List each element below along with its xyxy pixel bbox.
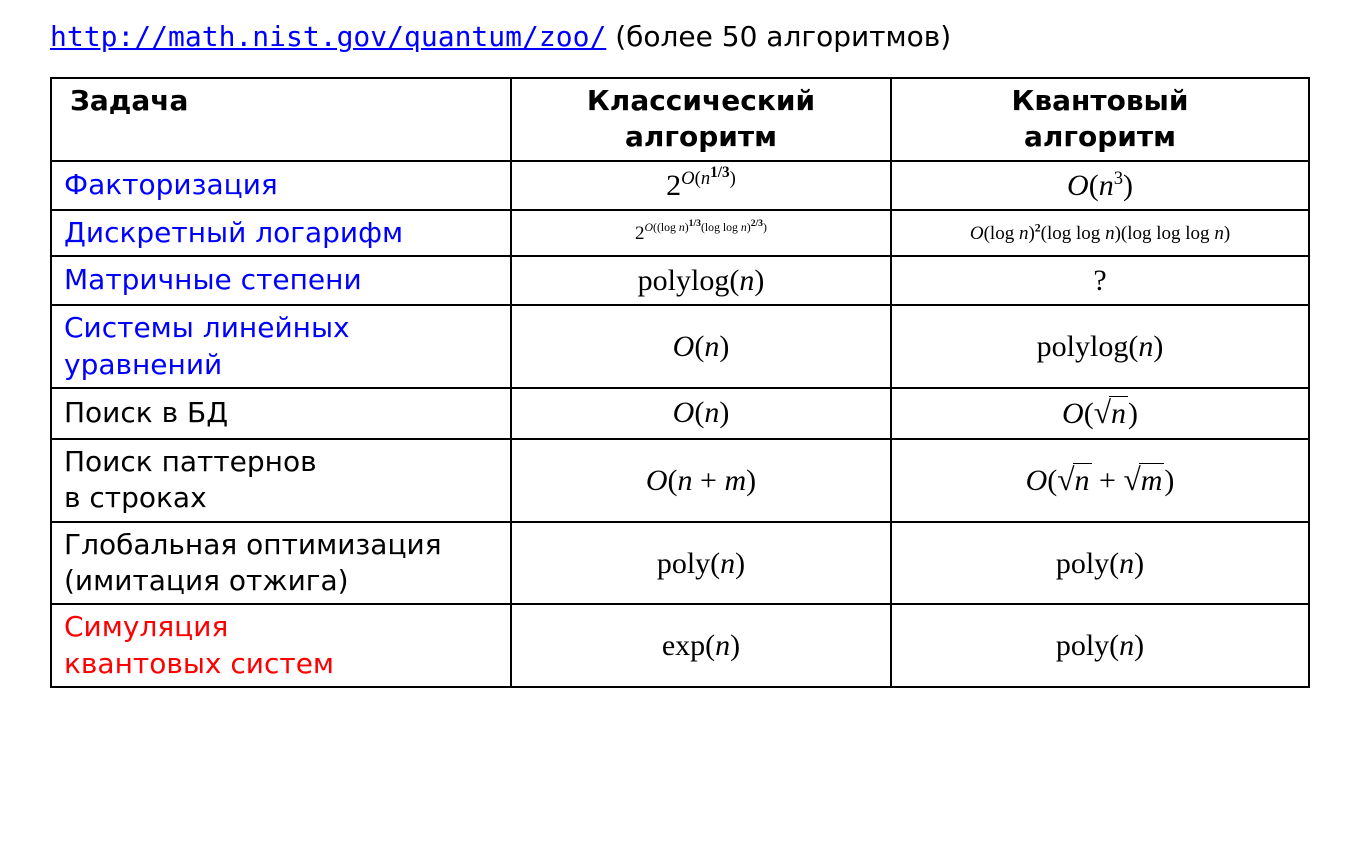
math-expr: poly(n) — [1056, 547, 1144, 580]
table-header-row: Задача Классический алгоритм Квантовый а… — [51, 78, 1309, 161]
math-expr: O(n) — [673, 395, 730, 430]
header-line: http://math.nist.gov/quantum/zoo/ (более… — [50, 20, 1348, 53]
classical-cell: exp(n) — [511, 604, 891, 687]
table-row: Дискретный логарифм 2O((log n)1/3(log lo… — [51, 210, 1309, 256]
quantum-cell: poly(n) — [891, 522, 1309, 605]
task-line1: Глобальная оптимизация — [64, 528, 442, 561]
classical-cell: O(n + m) — [511, 439, 891, 522]
math-expr: polylog(n) — [638, 264, 765, 297]
table-row: Поиск в БД O(n) O(√n) — [51, 388, 1309, 439]
math-expr: O(√n) — [1062, 396, 1138, 431]
quantum-cell: O(log n)2(log log n)(log log log n) — [891, 210, 1309, 256]
table-row: Поиск паттернов в строках O(n + m) O(√n … — [51, 439, 1309, 522]
quantum-cell: O(√n + √m) — [891, 439, 1309, 522]
task-line1: Поиск паттернов — [64, 445, 317, 478]
math-expr: 2O(n1/3) — [666, 169, 736, 202]
table-row: Системы линейных уравнений O(n) polylog(… — [51, 305, 1309, 388]
classical-cell: 2O((log n)1/3(log log n)2/3) — [511, 210, 891, 256]
math-expr: ? — [1093, 264, 1106, 297]
classical-cell: poly(n) — [511, 522, 891, 605]
table-row: Симуляция квантовых систем exp(n) poly(n… — [51, 604, 1309, 687]
task-cell: Глобальная оптимизация (имитация отжига) — [51, 522, 511, 605]
math-expr: O(n) — [673, 329, 730, 364]
col-header-quantum-l2: алгоритм — [1024, 120, 1176, 153]
algorithms-table: Задача Классический алгоритм Квантовый а… — [50, 77, 1310, 688]
col-header-quantum-l1: Квантовый — [1012, 84, 1189, 117]
table-row: Матричные степени polylog(n) ? — [51, 256, 1309, 305]
header-tail: (более 50 алгоритмов) — [606, 20, 951, 53]
classical-cell: polylog(n) — [511, 256, 891, 305]
task-line1: Симуляция — [64, 610, 228, 643]
math-expr: poly(n) — [1056, 629, 1144, 662]
task-cell: Системы линейных уравнений — [51, 305, 511, 388]
col-header-classical-l2: алгоритм — [625, 120, 777, 153]
col-header-classical: Классический алгоритм — [511, 78, 891, 161]
zoo-link[interactable]: http://math.nist.gov/quantum/zoo/ — [50, 20, 606, 53]
col-header-quantum: Квантовый алгоритм — [891, 78, 1309, 161]
task-cell: Симуляция квантовых систем — [51, 604, 511, 687]
classical-cell: O(n) — [511, 388, 891, 439]
quantum-cell: polylog(n) — [891, 305, 1309, 388]
table-row: Факторизация 2O(n1/3) O(n3) — [51, 161, 1309, 210]
task-line2: квантовых систем — [64, 647, 334, 680]
task-line2: (имитация отжига) — [64, 564, 349, 597]
task-line2: уравнений — [64, 348, 222, 381]
math-expr: O(n + m) — [646, 463, 756, 498]
math-expr: poly(n) — [657, 547, 745, 580]
task-cell: Матричные степени — [51, 256, 511, 305]
math-expr: exp(n) — [662, 629, 740, 662]
quantum-cell: poly(n) — [891, 604, 1309, 687]
math-expr: O(n3) — [1067, 168, 1133, 203]
page: http://math.nist.gov/quantum/zoo/ (более… — [0, 0, 1348, 708]
math-expr: O(log n)2(log log n)(log log log n) — [970, 223, 1230, 244]
col-header-classical-l1: Классический — [587, 84, 815, 117]
math-expr: 2O((log n)1/3(log log n)2/3) — [635, 223, 767, 244]
classical-cell: 2O(n1/3) — [511, 161, 891, 210]
col-header-task: Задача — [51, 78, 511, 161]
task-line2: в строках — [64, 481, 207, 514]
task-cell: Поиск в БД — [51, 388, 511, 439]
quantum-cell: ? — [891, 256, 1309, 305]
task-cell: Дискретный логарифм — [51, 210, 511, 256]
table-row: Глобальная оптимизация (имитация отжига)… — [51, 522, 1309, 605]
classical-cell: O(n) — [511, 305, 891, 388]
task-cell: Поиск паттернов в строках — [51, 439, 511, 522]
math-expr: polylog(n) — [1037, 330, 1164, 363]
task-line1: Системы линейных — [64, 311, 350, 344]
math-expr: O(√n + √m) — [1026, 463, 1175, 498]
quantum-cell: O(n3) — [891, 161, 1309, 210]
quantum-cell: O(√n) — [891, 388, 1309, 439]
task-cell: Факторизация — [51, 161, 511, 210]
